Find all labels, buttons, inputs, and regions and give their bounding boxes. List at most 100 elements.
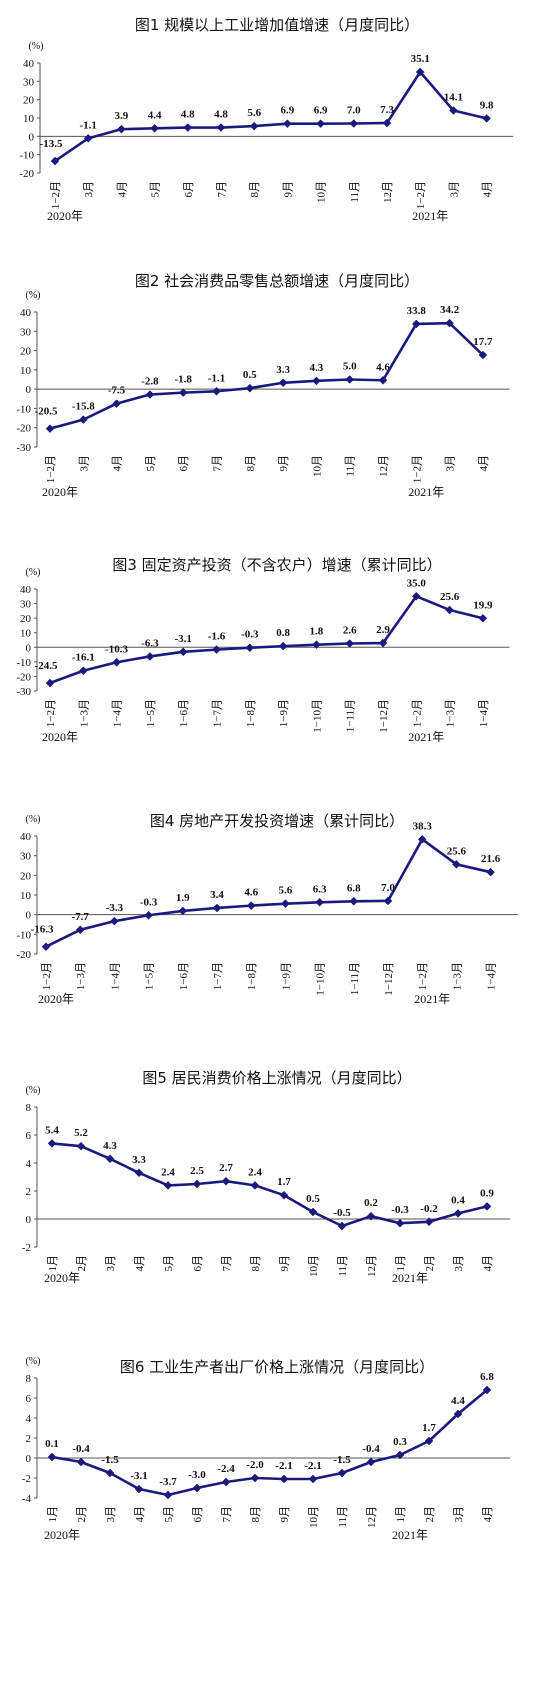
data-label: -1.1	[208, 372, 225, 384]
x-tick-label: 7月	[221, 1255, 233, 1272]
series-line	[51, 1142, 488, 1228]
data-point	[478, 350, 488, 360]
data-point	[212, 386, 221, 396]
year-label: 2021年	[392, 1271, 428, 1285]
chart-title: 图5 居民消费价格上涨情况（月度同比）	[142, 1069, 412, 1087]
data-point	[110, 916, 119, 926]
data-label: 0.2	[364, 1197, 378, 1209]
data-point	[337, 1221, 347, 1231]
data-label: 2.4	[248, 1166, 262, 1178]
x-tick-label: 4月	[478, 455, 490, 472]
year-label: 2021年	[408, 730, 444, 744]
data-point	[249, 121, 259, 131]
x-tick-label: 1−5月	[144, 962, 156, 990]
series-line	[51, 1388, 488, 1497]
x-tick-label: 1−8月	[246, 962, 258, 990]
y-tick-label: 20	[20, 613, 32, 625]
x-tick-label: 3月	[453, 1506, 465, 1523]
data-point	[482, 1385, 492, 1395]
x-tick-label: 2月	[424, 1255, 436, 1272]
data-label: 4.8	[214, 109, 228, 121]
data-label: -2.0	[246, 1459, 264, 1471]
data-point	[83, 133, 93, 143]
x-tick-label: 10月	[308, 1255, 320, 1277]
data-label: 6.8	[347, 882, 361, 894]
data-point	[449, 106, 458, 115]
series-line	[54, 70, 487, 163]
y-tick-label: 40	[20, 584, 32, 596]
data-label: 4.8	[181, 109, 195, 121]
data-point	[316, 119, 325, 129]
data-label: 38.3	[413, 820, 433, 832]
data-label: 1.7	[277, 1176, 291, 1188]
data-label: 0.5	[306, 1193, 320, 1205]
y-tick-label: 10	[20, 365, 32, 377]
data-point	[453, 1409, 463, 1419]
x-tick-label: 1−4月	[486, 962, 498, 990]
data-point	[486, 867, 495, 877]
data-label: 35.0	[407, 577, 427, 589]
data-point	[415, 67, 425, 77]
data-point	[345, 375, 355, 384]
data-label: 1.8	[310, 626, 324, 638]
x-tick-label: 11月	[337, 1255, 349, 1277]
y-tick-label: -10	[16, 929, 31, 941]
data-point	[411, 319, 421, 329]
data-point	[221, 1477, 231, 1487]
x-tick-label: 1−9月	[278, 699, 290, 727]
x-tick-label: 5月	[163, 1255, 175, 1272]
data-label: 25.6	[447, 845, 467, 857]
chart-plot: (%) -20 -10 0 10 20 30 40 1−2月 3月 4月 5月 6月 7月 8月 9月 10月 1…	[19, 41, 514, 223]
x-tick-label: 6月	[192, 1255, 204, 1272]
x-tick-label: 4月	[134, 1255, 146, 1272]
x-tick-label: 12月	[378, 455, 390, 477]
y-tick-label: 10	[23, 113, 35, 125]
y-tick-label: 20	[20, 346, 32, 358]
data-label: -0.3	[391, 1204, 409, 1216]
x-tick-label: 9月	[278, 455, 290, 472]
year-label: 2021年	[408, 485, 444, 499]
y-tick-label: 20	[20, 870, 32, 882]
data-point	[312, 640, 321, 650]
data-point	[47, 1139, 57, 1148]
data-point	[250, 1181, 260, 1190]
x-tick-label: 9月	[282, 181, 294, 198]
data-label: -3.0	[188, 1469, 206, 1481]
data-point	[41, 942, 51, 952]
y-tick-label: -20	[16, 423, 31, 435]
data-point	[105, 1154, 115, 1164]
data-label: -1.8	[174, 374, 192, 386]
data-point	[417, 834, 427, 844]
data-point	[250, 1473, 260, 1483]
y-tick-label: -20	[19, 168, 34, 180]
data-label: -2.1	[275, 1460, 292, 1472]
x-tick-label: 1−9月	[280, 962, 292, 990]
data-point	[105, 1468, 115, 1478]
data-label: 5.6	[247, 107, 261, 119]
x-tick-label: 1−3月	[78, 699, 90, 727]
x-tick-label: 1−2月	[45, 455, 57, 483]
y-tick-label: -10	[16, 403, 31, 415]
y-tick-label: 30	[23, 76, 35, 88]
unit-label: (%)	[26, 814, 41, 825]
x-tick-label: 1−2月	[45, 699, 57, 727]
data-label: 14.1	[444, 91, 463, 103]
y-tick-label: 4	[26, 1158, 32, 1170]
x-tick-label: 1−11月	[349, 962, 361, 995]
x-tick-label: 1−8月	[245, 699, 257, 727]
data-point	[482, 114, 491, 123]
x-tick-label: 1−2月	[411, 699, 423, 727]
data-label: -2.1	[304, 1460, 321, 1472]
unit-label: (%)	[26, 1085, 41, 1096]
data-label: -1.1	[79, 119, 96, 131]
x-tick-label: 1−6月	[178, 962, 190, 990]
unit-label: (%)	[26, 1356, 41, 1367]
y-tick-label: 10	[20, 890, 32, 902]
data-label: 3.3	[276, 364, 290, 376]
data-point	[163, 1181, 173, 1190]
data-label: -15.8	[72, 401, 95, 413]
data-point	[424, 1217, 434, 1227]
data-label: 3.3	[132, 1154, 146, 1166]
data-label: -1.5	[101, 1454, 119, 1466]
y-tick-label: -2	[22, 1242, 31, 1254]
